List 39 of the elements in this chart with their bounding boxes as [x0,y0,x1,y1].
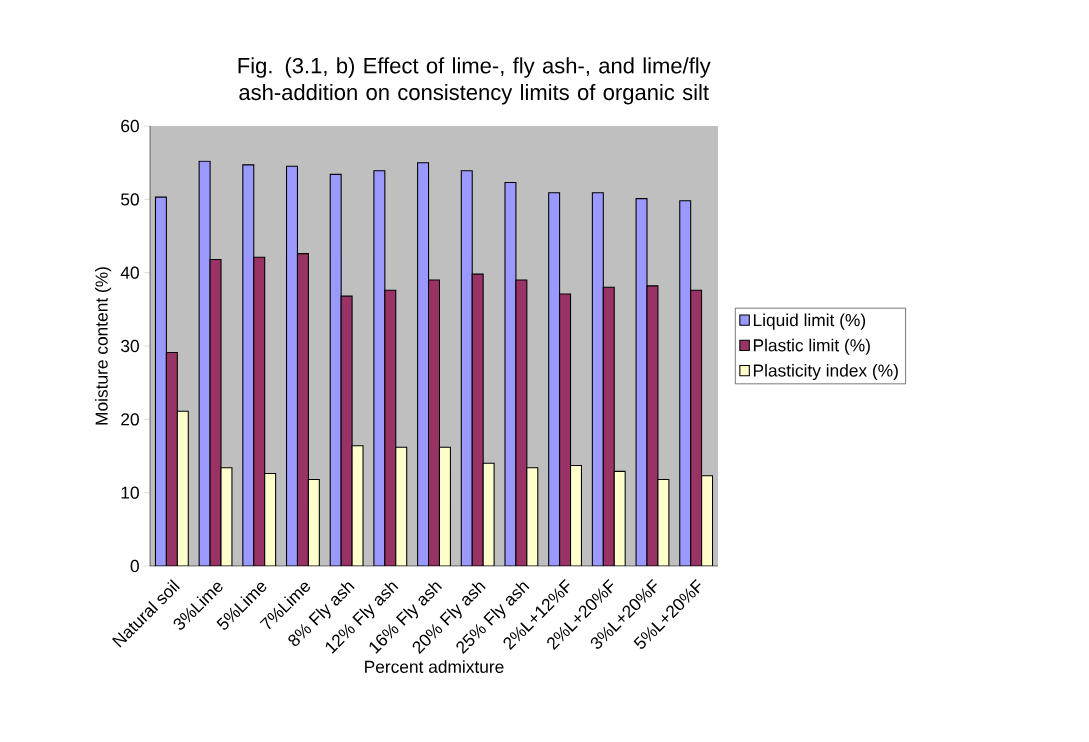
legend-label: Plasticity index (%) [753,363,898,381]
bar [570,464,583,566]
bar [679,200,692,566]
bar [329,173,342,566]
bar [165,352,178,566]
bar [307,478,320,566]
bar [701,475,714,566]
y-tick-label: 20 [121,413,139,426]
bar [296,253,309,566]
bar [438,446,451,566]
bar [253,256,266,566]
bar [471,273,484,566]
bar [176,410,189,566]
y-tick-label: 10 [121,486,139,499]
bar [602,286,615,566]
bar [417,162,430,566]
y-tick-label: 30 [121,339,139,353]
bar [395,446,408,566]
bar [264,473,277,566]
legend-label: Liquid limit (%) [753,313,866,330]
y-axis-title: Moisture content (%) [95,267,112,425]
y-tick-label: 40 [120,266,139,279]
y-tick-label: 60 [121,119,139,133]
bar [460,170,473,566]
chart-title: Fig. (3.1, b) Effect of lime-, fly ash-, and lime/fly ash-addition on consistency limits of organic silt [238,57,711,105]
legend-label: Plastic limit (%) [753,338,870,355]
y-tick-label: 50 [121,193,139,206]
bar [428,279,441,566]
x-axis-title: Percent admixture [365,660,504,673]
bar [548,192,561,566]
bar [591,192,604,566]
bar [559,293,572,566]
bar [613,470,626,566]
bar [154,196,167,566]
bar [690,289,703,566]
y-tick-label: 0 [130,559,139,573]
bar [285,165,298,566]
bar [384,289,397,566]
bar [242,164,255,566]
